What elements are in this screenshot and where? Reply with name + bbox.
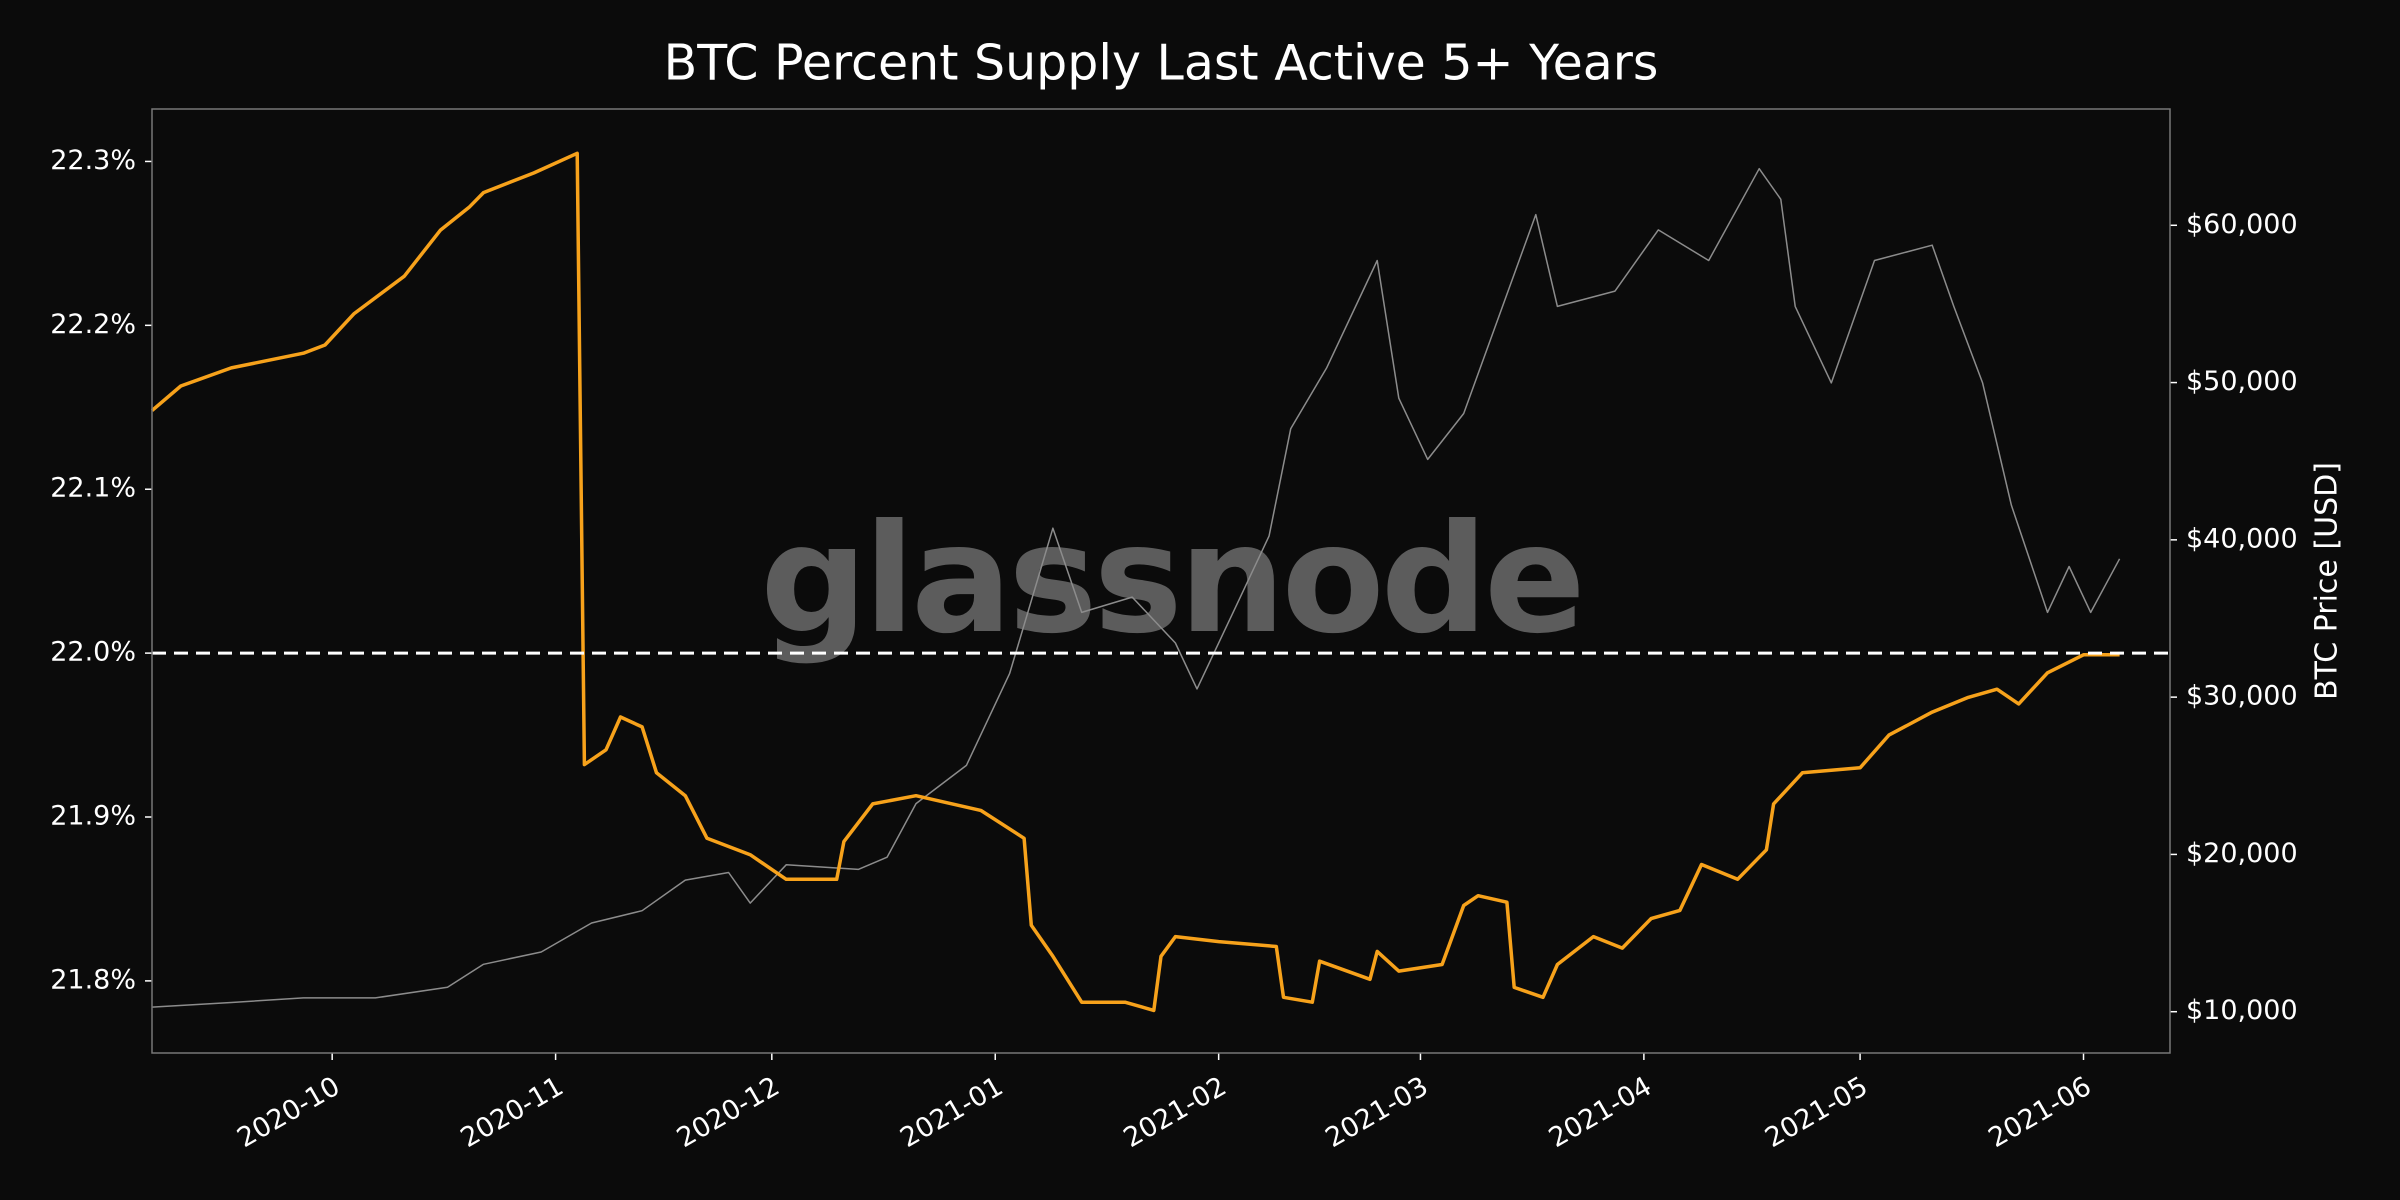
plot-frame (151, 108, 2171, 1054)
y2-tick-label: $60,000 (2186, 209, 2298, 240)
y-tick-label: 22.1% (50, 473, 136, 504)
y2-tick-label: $20,000 (2186, 838, 2298, 869)
y-tick-label: 21.8% (50, 964, 136, 995)
y-tick-label: 22.0% (50, 637, 136, 668)
y2-tick-label: $40,000 (2186, 523, 2298, 554)
watermark: glassnode (760, 493, 1582, 667)
y-tick-label: 22.3% (50, 145, 136, 176)
y2-axis-label: BTC Price [USD] (2310, 462, 2345, 700)
y2-tick-label: $30,000 (2186, 681, 2298, 712)
y2-tick-label: $50,000 (2186, 366, 2298, 397)
chart-title: BTC Percent Supply Last Active 5+ Years (664, 35, 1659, 92)
data-line (151, 167, 2121, 1008)
y2-tick-label: $10,000 (2186, 995, 2298, 1026)
data-line (150, 151, 2120, 1013)
y-tick-label: 21.9% (50, 801, 136, 832)
y-tick-label: 22.2% (50, 309, 136, 340)
